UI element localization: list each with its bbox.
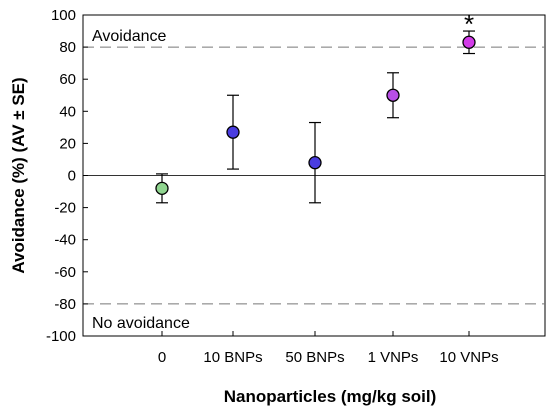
data-point [308, 156, 322, 170]
x-tick-label: 10 BNPs [203, 349, 262, 366]
y-axis-title: Avoidance (%) (AV ± SE) [9, 77, 28, 273]
x-tick-label: 10 VNPs [439, 349, 498, 366]
y-tick-label: 20 [59, 135, 76, 152]
significance-marker: * [464, 9, 474, 39]
x-tick-label: 50 BNPs [285, 349, 344, 366]
y-tick-label: 80 [59, 39, 76, 56]
x-tick-label: 1 VNPs [368, 349, 419, 366]
plot-area: Avoidance No avoidance -100 -80 -60 -40 -20 0 20… [46, 7, 546, 366]
y-tick-label: -20 [54, 200, 76, 217]
data-point [462, 35, 476, 49]
data-point [155, 181, 169, 195]
y-tick-label: -80 [54, 296, 76, 313]
y-tick-label: -60 [54, 264, 76, 281]
avoidance-label: Avoidance [92, 28, 167, 45]
data-point [386, 88, 400, 102]
y-tick-label: 0 [68, 168, 76, 185]
y-tick-label: 100 [51, 7, 76, 24]
y-tick-label: 40 [59, 103, 76, 120]
y-tick-label: -40 [54, 232, 76, 249]
no-avoidance-label: No avoidance [92, 315, 190, 332]
x-tick-label: 0 [158, 349, 166, 366]
x-axis-title: Nanoparticles (mg/kg soil) [224, 387, 437, 406]
y-tick-label: -100 [46, 328, 76, 345]
y-tick-label: 60 [59, 71, 76, 88]
data-point [226, 125, 240, 139]
